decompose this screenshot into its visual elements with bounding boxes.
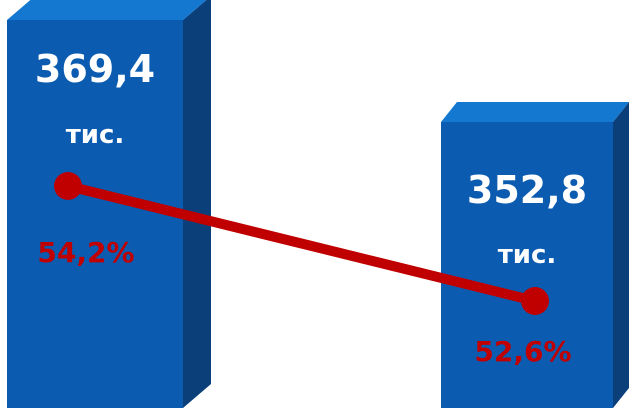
series-line <box>63 181 540 306</box>
bar-1-value-label: 369,4 <box>35 47 155 91</box>
bar-2-side <box>613 102 629 408</box>
bar-1-unit-label: тис. <box>66 120 125 150</box>
line-point-2 <box>521 287 549 315</box>
bar-2-value-label: 352,8 <box>467 168 587 212</box>
bar-1-top <box>7 0 207 20</box>
bar-1-front <box>7 20 183 408</box>
line-point-1-label: 54,2% <box>37 236 134 269</box>
line-point-2-label: 52,6% <box>474 335 571 368</box>
bar-2-front <box>441 122 613 408</box>
bar-group-2: 352,8 тис. <box>441 102 629 408</box>
bar-2-unit-label: тис. <box>498 240 557 270</box>
bar-2-top <box>441 102 629 122</box>
bar-group-1: 369,4 тис. <box>7 0 211 408</box>
bar-1-side <box>183 0 211 408</box>
line-point-1 <box>54 172 82 200</box>
